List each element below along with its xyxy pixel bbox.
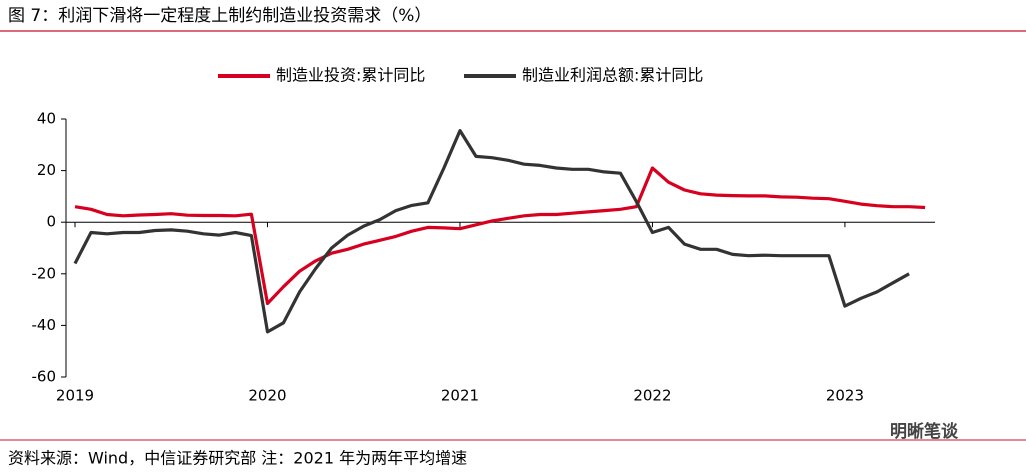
x-tick-label: 2019 [56, 387, 94, 405]
watermark: 明晰笔谈 [890, 421, 959, 442]
source-note: 资料来源：Wind，中信证券研究部 注：2021 年为两年平均增速 [8, 449, 467, 468]
legend-label: 制造业投资:累计同比 [276, 66, 425, 85]
x-tick-label: 2022 [633, 387, 671, 405]
series-line [74, 166, 926, 306]
y-tick-label: 20 [37, 161, 56, 179]
legend-label: 制造业利润总额:累计同比 [522, 66, 703, 85]
y-tick-label: -40 [32, 316, 57, 334]
y-tick-label: 0 [46, 213, 56, 231]
y-tick-label: -60 [32, 368, 57, 386]
x-tick-label: 2021 [441, 387, 479, 405]
series-line [73, 129, 910, 334]
y-tick-label: -20 [32, 264, 57, 282]
x-tick-label: 2020 [248, 387, 286, 405]
x-tick-label: 2023 [826, 387, 864, 405]
chart-title: 图 7：利润下滑将一定程度上制约制造业投资需求（%） [8, 6, 431, 26]
y-tick-label: 40 [37, 110, 56, 128]
